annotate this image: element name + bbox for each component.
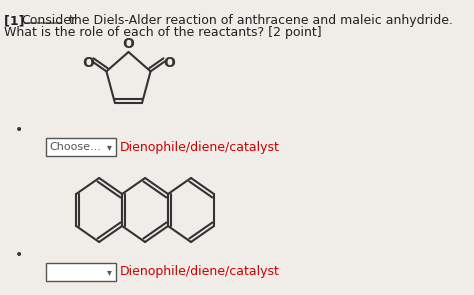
Text: [1]: [1] bbox=[4, 14, 29, 27]
Text: ▾: ▾ bbox=[107, 142, 112, 152]
Text: What is the role of each of the reactants? [2 point]: What is the role of each of the reactant… bbox=[4, 26, 322, 39]
Text: Dienophile/diene/catalyst: Dienophile/diene/catalyst bbox=[120, 140, 280, 153]
Text: O: O bbox=[163, 56, 175, 70]
Text: O: O bbox=[123, 37, 135, 51]
Text: O: O bbox=[82, 56, 94, 70]
Text: the Diels-Alder reaction of anthracene and maleic anhydride.: the Diels-Alder reaction of anthracene a… bbox=[64, 14, 453, 27]
Text: Dienophile/diene/catalyst: Dienophile/diene/catalyst bbox=[120, 266, 280, 278]
FancyBboxPatch shape bbox=[46, 138, 116, 156]
FancyBboxPatch shape bbox=[46, 263, 116, 281]
Text: Consider: Consider bbox=[21, 14, 77, 27]
Text: •: • bbox=[15, 123, 23, 137]
Text: ▾: ▾ bbox=[107, 267, 112, 277]
Text: •: • bbox=[15, 248, 23, 262]
Text: Choose...: Choose... bbox=[50, 142, 101, 152]
